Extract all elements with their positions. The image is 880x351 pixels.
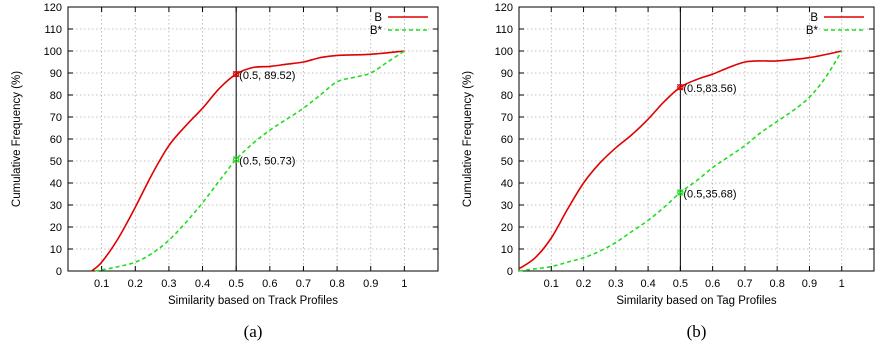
x-tick-label: 0.6 (705, 278, 720, 290)
y-tick-label: 30 (50, 200, 62, 212)
annotation-marker (677, 83, 684, 91)
x-tick-label: 1 (839, 278, 845, 290)
y-axis-label: Cumulative Frequency (%) (462, 71, 474, 207)
x-tick-label: 0.3 (608, 278, 623, 290)
y-tick-label: 90 (50, 68, 62, 80)
x-tick-label: 0.2 (576, 278, 591, 290)
series-line-b (518, 50, 842, 270)
annotation-label: (0.5,83.56) (683, 83, 736, 95)
y-tick-label: 80 (50, 90, 62, 102)
x-tick-label: 0.8 (329, 278, 344, 290)
x-tick-label: 0.2 (128, 278, 143, 290)
y-tick-label: 30 (501, 200, 513, 212)
legend-label-b-star: B* (370, 25, 383, 37)
y-tick-label: 90 (501, 68, 513, 80)
annotation-label: (0.5, 50.73) (239, 155, 295, 167)
y-tick-label: 0 (507, 266, 513, 278)
grid (68, 6, 438, 272)
y-tick-label: 110 (44, 24, 62, 36)
y-tick-label: 80 (501, 90, 513, 102)
annotation-marker-cross (232, 156, 240, 163)
y-tick-label: 110 (495, 24, 513, 36)
x-tick-label: 0.5 (673, 278, 688, 290)
x-tick-label: 0.7 (296, 278, 311, 290)
y-tick-label: 40 (501, 178, 513, 190)
series-line-b-star (94, 50, 405, 272)
x-tick-label: 0.9 (802, 278, 817, 290)
y-tick-label: 50 (50, 156, 62, 168)
annotation-label: (0.5,35.68) (683, 189, 736, 201)
annotation-marker (677, 189, 684, 196)
x-tick-label: 1 (401, 278, 407, 290)
y-tick-label: 120 (495, 2, 513, 14)
y-tick-label: 120 (44, 2, 62, 14)
y-tick-label: 100 (495, 46, 513, 58)
figure-caption: (a) (244, 322, 263, 341)
x-tick-label: 0.7 (737, 278, 752, 290)
annotation-label: (0.5, 89.52) (239, 70, 295, 82)
x-tick-label: 0.1 (544, 278, 559, 290)
x-tick-label: 0.4 (195, 278, 210, 290)
x-axis-label: Similarity based on Tag Profiles (616, 295, 776, 307)
x-tick-label: 0.1 (94, 278, 109, 290)
y-tick-label: 60 (501, 134, 513, 146)
x-tick-label: 0.8 (770, 278, 785, 290)
chart-panel-a: 0.1 0.2 0.3 0.4 0.5 0.6 0.7 0.8 0.9 1010203040506… (11, 2, 439, 341)
y-tick-label: 60 (50, 134, 62, 146)
chart-panel-b: 0.1 0.2 0.3 0.4 0.5 0.6 0.7 0.8 0.9 1010203040506… (462, 2, 875, 341)
y-tick-label: 20 (50, 222, 62, 234)
y-tick-label: 10 (50, 244, 62, 256)
x-tick-label: 0.6 (262, 278, 277, 290)
series-line-b (91, 50, 405, 272)
x-axis-label: Similarity based on Track Profiles (168, 295, 338, 307)
annotation-marker (232, 70, 240, 78)
legend-label-b: B (374, 12, 382, 24)
y-tick-label: 40 (50, 178, 62, 190)
x-tick-label: 0.3 (161, 278, 176, 290)
y-tick-label: 0 (56, 266, 62, 278)
annotation-marker-cross (677, 189, 684, 196)
legend-label-b: B (810, 12, 818, 24)
y-tick-label: 100 (44, 46, 62, 58)
legend-label-b-star: B* (806, 25, 819, 37)
x-tick-label: 0.5 (229, 278, 244, 290)
y-axis-label: Cumulative Frequency (%) (11, 71, 23, 207)
annotation-marker (232, 156, 240, 163)
y-tick-label: 50 (501, 156, 513, 168)
y-tick-label: 70 (50, 112, 62, 124)
y-tick-label: 10 (501, 244, 513, 256)
x-tick-label: 0.4 (640, 278, 655, 290)
annotation-marker-cross (677, 83, 684, 91)
grid (519, 6, 874, 272)
x-tick-label: 0.9 (363, 278, 378, 290)
y-tick-label: 20 (501, 222, 513, 234)
figure-caption: (b) (687, 322, 707, 341)
annotation-marker-cross (232, 70, 240, 78)
y-tick-label: 70 (501, 112, 513, 124)
